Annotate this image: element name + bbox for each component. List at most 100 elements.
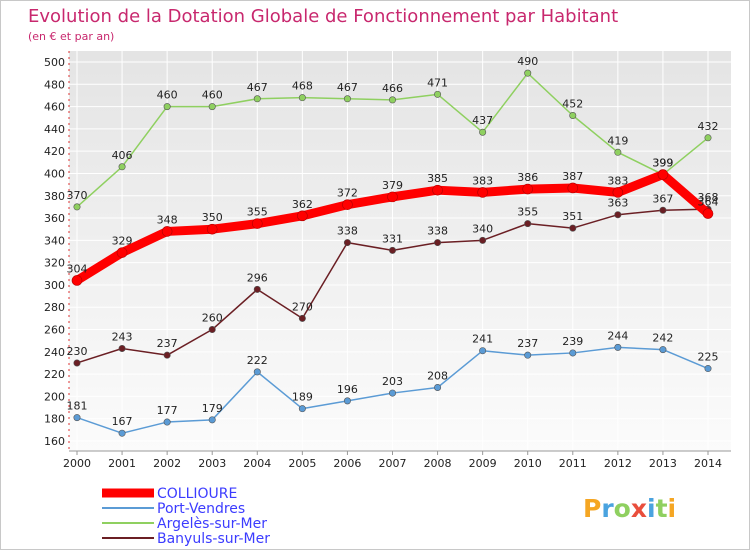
data-point bbox=[570, 112, 576, 118]
data-point bbox=[119, 345, 125, 351]
legend-label: Argelès-sur-Mer bbox=[157, 516, 267, 532]
data-label: 239 bbox=[562, 335, 583, 348]
data-label: 419 bbox=[607, 134, 628, 147]
data-point bbox=[478, 187, 488, 197]
data-point bbox=[344, 96, 350, 102]
data-point bbox=[613, 187, 623, 197]
plot-area: 160 180 200 220 240 260 280 300 320 340 360 380 400 4… bbox=[44, 51, 731, 470]
data-label: 338 bbox=[337, 225, 358, 238]
y-tick-label: 380 bbox=[44, 190, 65, 203]
data-label: 304 bbox=[67, 262, 88, 275]
data-point bbox=[615, 149, 621, 155]
data-point bbox=[297, 211, 307, 221]
data-point bbox=[479, 237, 485, 243]
y-tick-label: 240 bbox=[44, 346, 65, 359]
data-point bbox=[479, 348, 485, 354]
y-tick-label: 360 bbox=[44, 212, 65, 225]
x-tick-label: 2004 bbox=[243, 457, 271, 470]
data-label: 338 bbox=[427, 225, 448, 238]
y-tick-label: 160 bbox=[44, 435, 65, 448]
x-tick-label: 2003 bbox=[198, 457, 226, 470]
data-point bbox=[119, 164, 125, 170]
data-label: 243 bbox=[112, 330, 133, 343]
data-label: 340 bbox=[472, 222, 493, 235]
data-label: 348 bbox=[157, 213, 178, 226]
x-tick-label: 2001 bbox=[108, 457, 136, 470]
data-label: 167 bbox=[112, 415, 133, 428]
data-point bbox=[523, 184, 533, 194]
data-point bbox=[388, 192, 398, 202]
data-point bbox=[74, 360, 80, 366]
data-label: 379 bbox=[382, 179, 403, 192]
data-label: 179 bbox=[202, 402, 223, 415]
x-tick-label: 2009 bbox=[469, 457, 497, 470]
data-point bbox=[252, 219, 262, 229]
data-point bbox=[164, 419, 170, 425]
data-label: 452 bbox=[562, 98, 583, 111]
x-tick-label: 2011 bbox=[559, 457, 587, 470]
data-label: 196 bbox=[337, 383, 358, 396]
data-point bbox=[344, 398, 350, 404]
data-label: 383 bbox=[607, 174, 628, 187]
data-point bbox=[389, 247, 395, 253]
legend: COLLIOUREPort-VendresArgelès-sur-MerBany… bbox=[102, 486, 270, 547]
data-label: 367 bbox=[652, 192, 673, 205]
data-label: 490 bbox=[517, 55, 538, 68]
proxiti-logo: Proxiti bbox=[583, 494, 676, 523]
data-point bbox=[434, 91, 440, 97]
data-point bbox=[703, 209, 713, 219]
y-tick-label: 180 bbox=[44, 413, 65, 426]
data-label: 331 bbox=[382, 232, 403, 245]
data-label: 270 bbox=[292, 300, 313, 313]
data-label: 203 bbox=[382, 375, 403, 388]
data-point bbox=[209, 417, 215, 423]
data-label: 386 bbox=[517, 171, 538, 184]
data-point bbox=[72, 275, 82, 285]
x-tick-label: 2014 bbox=[694, 457, 722, 470]
data-label: 260 bbox=[202, 312, 223, 325]
chart-frame: Evolution de la Dotation Globale de Fonc… bbox=[0, 0, 750, 550]
data-label: 355 bbox=[247, 206, 268, 219]
data-point bbox=[254, 286, 260, 292]
data-label: 468 bbox=[292, 80, 313, 93]
data-point bbox=[207, 224, 217, 234]
data-point bbox=[660, 346, 666, 352]
y-tick-label: 420 bbox=[44, 145, 65, 158]
data-label: 189 bbox=[292, 391, 313, 404]
data-point bbox=[389, 390, 395, 396]
chart-title: Evolution de la Dotation Globale de Fonc… bbox=[28, 6, 618, 27]
data-point bbox=[74, 414, 80, 420]
data-point bbox=[119, 430, 125, 436]
data-point bbox=[389, 97, 395, 103]
y-tick-label: 460 bbox=[44, 101, 65, 114]
plot-background bbox=[69, 51, 731, 451]
legend-label: Banyuls-sur-Mer bbox=[157, 531, 270, 547]
data-point bbox=[568, 183, 578, 193]
legend-label: COLLIOURE bbox=[157, 486, 237, 502]
data-label: 372 bbox=[337, 187, 358, 200]
data-label: 177 bbox=[157, 404, 178, 417]
x-tick-label: 2000 bbox=[63, 457, 91, 470]
data-label: 362 bbox=[292, 198, 313, 211]
data-label: 363 bbox=[607, 197, 628, 210]
data-point bbox=[658, 170, 668, 180]
data-point bbox=[299, 405, 305, 411]
y-tick-label: 320 bbox=[44, 257, 65, 270]
x-tick-label: 2007 bbox=[379, 457, 407, 470]
data-label: 230 bbox=[67, 345, 88, 358]
data-point bbox=[525, 352, 531, 358]
data-point bbox=[209, 103, 215, 109]
data-point bbox=[164, 103, 170, 109]
data-label: 471 bbox=[427, 76, 448, 89]
data-label: 241 bbox=[472, 333, 493, 346]
x-tick-label: 2010 bbox=[514, 457, 542, 470]
data-label: 437 bbox=[472, 114, 493, 127]
y-tick-label: 340 bbox=[44, 234, 65, 247]
data-label: 329 bbox=[112, 235, 133, 248]
y-tick-label: 440 bbox=[44, 123, 65, 136]
data-point bbox=[434, 239, 440, 245]
data-point bbox=[162, 226, 172, 236]
data-point bbox=[570, 350, 576, 356]
data-point bbox=[570, 225, 576, 231]
data-point bbox=[117, 248, 127, 258]
